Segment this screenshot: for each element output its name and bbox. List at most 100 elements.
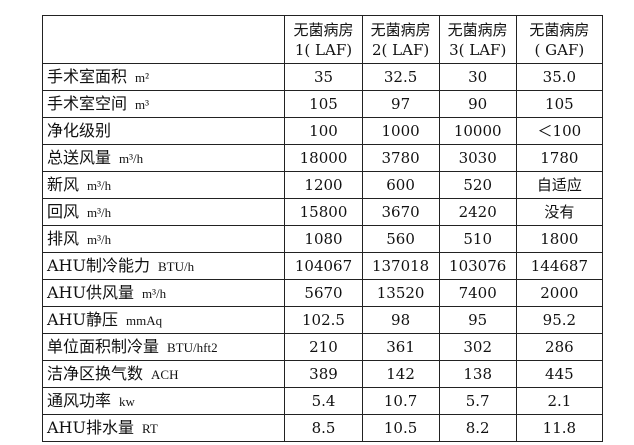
- row-unit: RT: [142, 421, 158, 436]
- row-label: 排风: [47, 229, 80, 248]
- value-cell: 97: [361, 90, 440, 118]
- value-cell: ＜100: [515, 117, 604, 145]
- row-label: 总送风量: [47, 148, 112, 167]
- table-row: 手术室空间 m³ 105 97 90 105: [41, 90, 604, 118]
- column-header: 无菌病房 3( LAF): [438, 15, 517, 64]
- comparison-table: 无菌病房 1( LAF) 无菌病房 2( LAF) 无菌病房 3( LAF) 无菌病房…: [41, 15, 604, 442]
- header-line1: 无菌病房: [370, 20, 431, 39]
- row-label: 手术室空间: [47, 94, 128, 113]
- row-unit: m³/h: [87, 232, 112, 247]
- table-row: 排风 m³/h 1080 560 510 1800: [41, 225, 604, 253]
- value-cell: 105: [515, 90, 604, 118]
- value-cell: 18000: [284, 144, 363, 172]
- row-label: 手术室面积: [47, 67, 128, 86]
- value-cell: 520: [438, 171, 517, 199]
- header-line2: 1( LAF): [294, 40, 353, 59]
- value-cell: 5670: [284, 279, 363, 307]
- row-label-cell: 总送风量 m³/h: [41, 144, 286, 172]
- header-line1: 无菌病房: [447, 20, 508, 39]
- value-cell: 137018: [361, 252, 440, 280]
- value-cell: 389: [284, 360, 363, 388]
- header-line1: 无菌病房: [529, 20, 590, 39]
- column-header: 无菌病房( GAF): [515, 15, 604, 64]
- value-cell: 105: [284, 90, 363, 118]
- value-cell: 1780: [515, 144, 604, 172]
- table-row: AHU制冷能力 BTU/h 104067 137018 103076 144687: [41, 252, 604, 280]
- value-cell: 35.0: [515, 63, 604, 91]
- value-cell: 90: [438, 90, 517, 118]
- table-row: 手术室面积 m² 35 32.5 30 35.0: [41, 63, 604, 91]
- value-cell: 10.7: [361, 387, 440, 415]
- row-label: 回风: [47, 202, 80, 221]
- row-label-cell: 通风功率 kw: [41, 387, 286, 415]
- column-header: 无菌病房 2( LAF): [361, 15, 440, 64]
- value-cell: 15800: [284, 198, 363, 226]
- value-cell: 560: [361, 225, 440, 253]
- value-cell: 2000: [515, 279, 604, 307]
- row-unit: BTU/h: [158, 259, 195, 274]
- header-line1: 无菌病房: [293, 20, 354, 39]
- value-cell: 95.2: [515, 306, 604, 334]
- table-row: 洁净区换气数 ACH 389 142 138 445: [41, 360, 604, 388]
- value-cell: 144687: [515, 252, 604, 280]
- value-cell: 1080: [284, 225, 363, 253]
- value-cell: 3030: [438, 144, 517, 172]
- row-label-cell: AHU静压 mmAq: [41, 306, 286, 334]
- row-label-cell: AHU制冷能力 BTU/h: [41, 252, 286, 280]
- table-row: 回风 m³/h 15800 3670 2420 没有: [41, 198, 604, 226]
- value-cell: 没有: [515, 198, 604, 226]
- value-cell: 8.2: [438, 414, 517, 442]
- value-cell: 302: [438, 333, 517, 361]
- table-row: AHU供风量 m³/h 5670 13520 7400 2000: [41, 279, 604, 307]
- table-row: 单位面积制冷量 BTU/hft2 210 361 302 286: [41, 333, 604, 361]
- column-header: 无菌病房 1( LAF): [284, 15, 363, 64]
- value-cell: 3670: [361, 198, 440, 226]
- value-cell: 445: [515, 360, 604, 388]
- row-label: 通风功率: [47, 391, 112, 410]
- value-cell: 102.5: [284, 306, 363, 334]
- header-line2: ( GAF): [534, 40, 585, 59]
- value-cell: 98: [361, 306, 440, 334]
- row-label-cell: 手术室空间 m³: [41, 90, 286, 118]
- value-cell: 11.8: [515, 414, 604, 442]
- value-cell: 142: [361, 360, 440, 388]
- row-label: 洁净区换气数: [47, 364, 144, 383]
- value-cell: 361: [361, 333, 440, 361]
- row-label-cell: 排风 m³/h: [41, 225, 286, 253]
- row-unit: mmAq: [126, 313, 163, 328]
- row-label: 单位面积制冷量: [47, 337, 160, 356]
- value-cell: 3780: [361, 144, 440, 172]
- row-label: AHU排水量: [47, 418, 134, 437]
- row-label-cell: AHU供风量 m³/h: [41, 279, 286, 307]
- row-label-cell: 新风 m³/h: [41, 171, 286, 199]
- value-cell: 100: [284, 117, 363, 145]
- row-unit: m³/h: [87, 178, 112, 193]
- row-unit: kw: [119, 394, 135, 409]
- value-cell: 5.4: [284, 387, 363, 415]
- value-cell: 286: [515, 333, 604, 361]
- table-row: 通风功率 kw 5.4 10.7 5.7 2.1: [41, 387, 604, 415]
- row-unit: m³: [135, 97, 150, 112]
- value-cell: 7400: [438, 279, 517, 307]
- table-row: AHU静压 mmAq 102.5 98 95 95.2: [41, 306, 604, 334]
- header-row: 无菌病房 1( LAF) 无菌病房 2( LAF) 无菌病房 3( LAF) 无菌病房…: [41, 15, 604, 64]
- table-row: 新风 m³/h 1200 600 520 自适应: [41, 171, 604, 199]
- value-cell: 1800: [515, 225, 604, 253]
- value-cell: 自适应: [515, 171, 604, 199]
- value-cell: 8.5: [284, 414, 363, 442]
- row-label-cell: AHU排水量 RT: [41, 414, 286, 442]
- row-label: AHU制冷能力: [47, 256, 150, 275]
- table-row: 总送风量 m³/h 18000 3780 3030 1780: [41, 144, 604, 172]
- table-row: AHU排水量 RT 8.5 10.5 8.2 11.8: [41, 414, 604, 442]
- value-cell: 103076: [438, 252, 517, 280]
- corner-cell: [41, 15, 286, 64]
- header-line2: 3( LAF): [449, 40, 507, 59]
- value-cell: 600: [361, 171, 440, 199]
- row-label-cell: 回风 m³/h: [41, 198, 286, 226]
- value-cell: 2420: [438, 198, 517, 226]
- value-cell: 95: [438, 306, 517, 334]
- row-unit: m³/h: [142, 286, 167, 301]
- value-cell: 30: [438, 63, 517, 91]
- header-line2: 2( LAF): [371, 40, 430, 59]
- row-unit: m²: [135, 70, 150, 85]
